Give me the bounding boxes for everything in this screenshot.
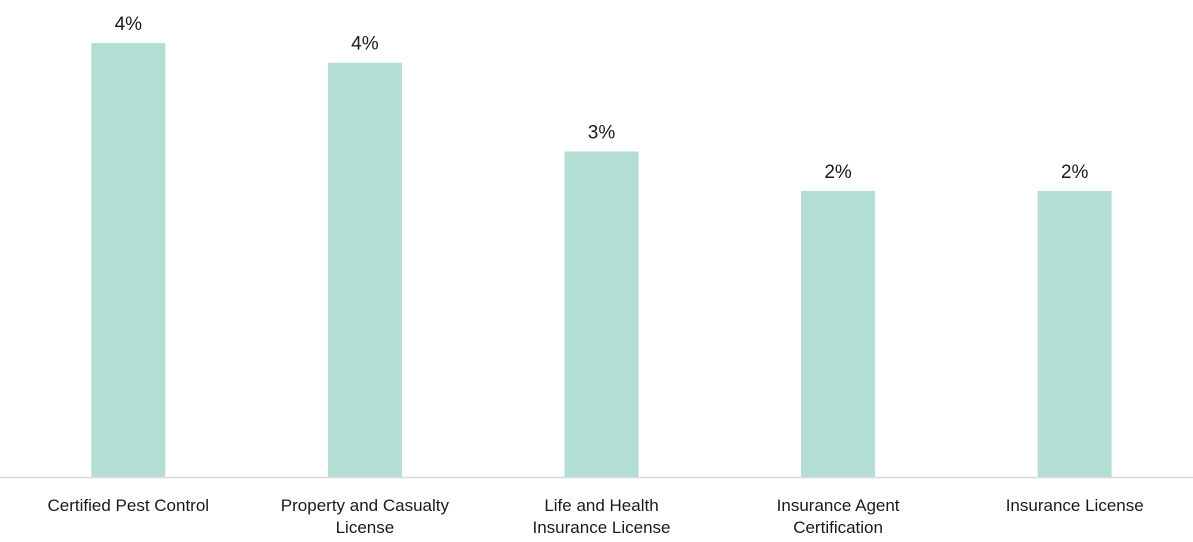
bar-5 — [1037, 190, 1112, 478]
x-tick-label-5: Insurance License — [1006, 496, 1144, 515]
x-tick-label-line: Certification — [793, 518, 883, 537]
x-tick-label-2: Property and Casualty License — [281, 496, 450, 537]
bar-1 — [91, 43, 166, 477]
bars-layer — [91, 43, 1112, 478]
x-tick-label-line: Certified Pest Control — [48, 496, 210, 515]
data-label-3: 3% — [588, 123, 616, 144]
x-tick-label-line: Insurance License — [533, 518, 671, 537]
bar-2 — [327, 62, 402, 478]
x-tick-label-line: Insurance License — [1006, 496, 1144, 515]
x-tick-label-1: Certified Pest Control — [48, 496, 210, 515]
x-axis-tick-labels: Certified Pest Control Property and Casua… — [48, 496, 1144, 537]
data-label-4: 2% — [824, 162, 852, 183]
x-tick-label-3: Life and Health Insurance License — [533, 496, 671, 537]
data-labels-layer: 4% 4% 3% 2% 2% — [115, 14, 1089, 183]
data-label-2: 4% — [351, 34, 379, 55]
data-label-5: 2% — [1061, 162, 1089, 183]
bar-3 — [564, 151, 639, 477]
x-tick-label-line: Property and Casualty — [281, 496, 450, 515]
x-tick-label-line: Insurance Agent — [777, 496, 900, 515]
x-tick-label-line: Life and Health — [544, 496, 658, 515]
data-label-1: 4% — [115, 14, 143, 35]
x-tick-label-line: License — [336, 518, 395, 537]
bar-4 — [801, 190, 876, 478]
x-tick-label-4: Insurance Agent Certification — [777, 496, 900, 537]
